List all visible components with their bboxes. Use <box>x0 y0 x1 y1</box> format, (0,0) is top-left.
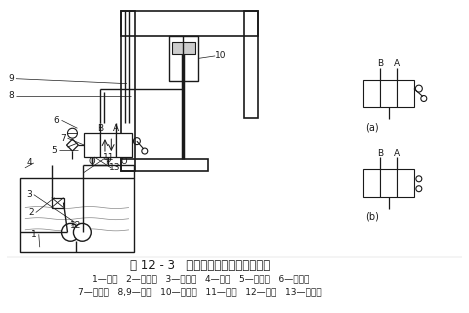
Text: 7: 7 <box>60 134 66 143</box>
Bar <box>363 80 380 107</box>
Text: 5: 5 <box>51 146 57 155</box>
Text: 10: 10 <box>215 51 227 60</box>
Text: O: O <box>121 157 127 167</box>
Bar <box>244 11 258 118</box>
Circle shape <box>61 223 79 241</box>
Text: 9: 9 <box>8 74 14 83</box>
Text: 8: 8 <box>8 91 14 100</box>
Text: B: B <box>377 59 383 68</box>
Text: 1—油筱   2—漏油器   3—吸油管   4—油管   5—溢流阀   6—节压鄀: 1—油筱 2—漏油器 3—吸油管 4—油管 5—溢流阀 6—节压鄀 <box>91 275 309 283</box>
Bar <box>116 133 132 157</box>
Bar <box>100 133 116 157</box>
Text: 3: 3 <box>26 190 32 199</box>
Bar <box>84 133 100 157</box>
Text: B: B <box>377 149 383 157</box>
Text: 12: 12 <box>69 221 81 230</box>
Text: A: A <box>394 59 400 68</box>
Text: 13: 13 <box>109 163 121 172</box>
Text: 6: 6 <box>54 116 60 125</box>
Text: 图 12 - 3   打包机液压系统简易原理图: 图 12 - 3 打包机液压系统简易原理图 <box>130 259 271 272</box>
Text: B: B <box>97 124 103 133</box>
Bar <box>397 169 414 197</box>
Text: A: A <box>113 124 119 133</box>
Text: A: A <box>394 149 400 157</box>
Text: (b): (b) <box>365 212 378 222</box>
Text: P: P <box>106 157 111 167</box>
Polygon shape <box>67 139 78 151</box>
Bar <box>363 169 380 197</box>
Bar <box>20 178 134 252</box>
Bar <box>121 11 135 171</box>
Bar <box>397 80 414 107</box>
Text: O: O <box>89 157 96 167</box>
Bar <box>380 169 397 197</box>
Bar <box>52 198 63 208</box>
Text: 7—换向鄀   8,9—管道   10—液压缸   11—油管   12—油泵   13—回油管: 7—换向鄀 8,9—管道 10—液压缸 11—油管 12—油泵 13—回油管 <box>78 287 322 296</box>
Bar <box>172 42 196 54</box>
Circle shape <box>74 223 91 241</box>
Text: 2: 2 <box>28 208 34 217</box>
Bar <box>380 80 397 107</box>
Text: 1: 1 <box>31 230 37 239</box>
Bar <box>121 159 208 171</box>
Circle shape <box>68 128 77 138</box>
Text: (a): (a) <box>365 122 378 132</box>
Bar <box>121 11 258 36</box>
Bar <box>168 36 198 81</box>
Text: 11: 11 <box>103 153 115 162</box>
Text: 4: 4 <box>26 158 32 167</box>
